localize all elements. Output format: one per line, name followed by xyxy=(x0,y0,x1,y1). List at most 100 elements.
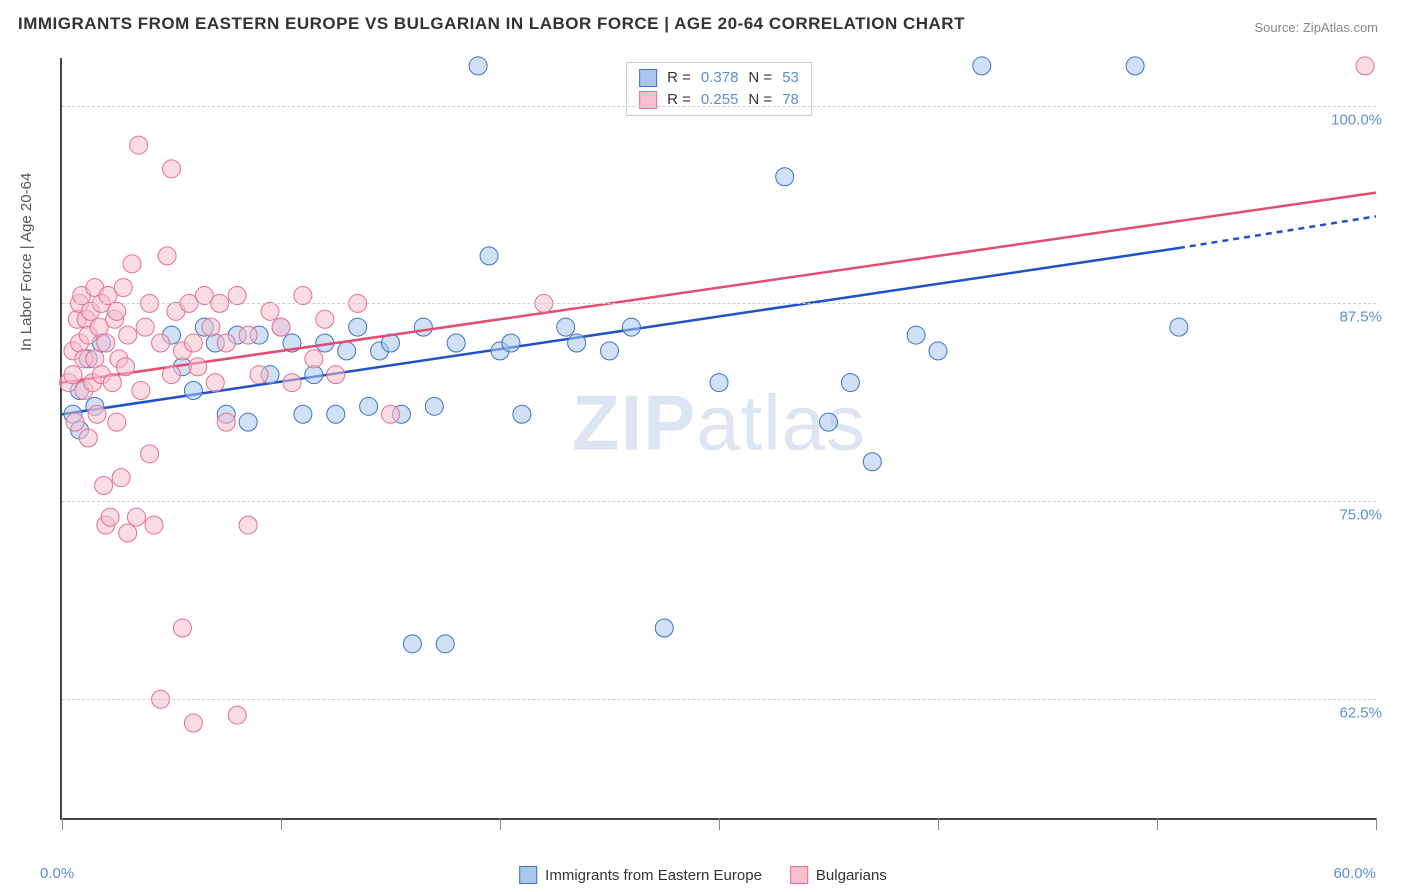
data-point xyxy=(294,405,312,423)
data-point xyxy=(103,374,121,392)
stat-n-label: N = xyxy=(748,67,772,89)
data-point xyxy=(202,318,220,336)
legend-label: Immigrants from Eastern Europe xyxy=(545,867,762,884)
y-axis-title: In Labor Force | Age 20-64 xyxy=(18,173,35,351)
stat-r-label: R = xyxy=(667,89,691,111)
data-point xyxy=(820,413,838,431)
data-point xyxy=(228,287,246,305)
data-point xyxy=(114,279,132,297)
gridline-h xyxy=(62,699,1376,700)
x-tick xyxy=(1157,818,1158,830)
data-point xyxy=(184,382,202,400)
data-point xyxy=(349,318,367,336)
data-point xyxy=(239,413,257,431)
gridline-h xyxy=(62,501,1376,502)
legend-item: Immigrants from Eastern Europe xyxy=(519,866,762,884)
data-point xyxy=(88,405,106,423)
legend-item: Bulgarians xyxy=(790,866,887,884)
legend-stat-row: R =0.378N =53 xyxy=(639,67,799,89)
data-point xyxy=(973,57,991,75)
legend-stat-row: R =0.255N =78 xyxy=(639,89,799,111)
data-point xyxy=(294,287,312,305)
data-point xyxy=(123,255,141,273)
gridline-h xyxy=(62,303,1376,304)
data-point xyxy=(158,247,176,265)
data-point xyxy=(145,516,163,534)
legend-series: Immigrants from Eastern Europe Bulgarians xyxy=(519,866,887,884)
data-point xyxy=(97,334,115,352)
data-point xyxy=(316,310,334,328)
data-point xyxy=(141,445,159,463)
data-point xyxy=(382,405,400,423)
chart-title: IMMIGRANTS FROM EASTERN EUROPE VS BULGAR… xyxy=(18,14,965,34)
legend-swatch xyxy=(639,69,657,87)
data-point xyxy=(206,374,224,392)
data-point xyxy=(117,358,135,376)
data-point xyxy=(95,477,113,495)
y-tick-label: 87.5% xyxy=(1339,309,1382,326)
data-point xyxy=(108,302,126,320)
data-point xyxy=(655,619,673,637)
source-label: Source: ZipAtlas.com xyxy=(1254,20,1378,35)
regression-line xyxy=(62,193,1376,383)
data-point xyxy=(239,516,257,534)
data-point xyxy=(863,453,881,471)
x-tick xyxy=(500,818,501,830)
data-point xyxy=(480,247,498,265)
stat-n-label: N = xyxy=(748,89,772,111)
stat-r-value: 0.378 xyxy=(701,67,739,89)
data-point xyxy=(127,508,145,526)
data-point xyxy=(152,334,170,352)
legend-swatch xyxy=(519,866,537,884)
data-point xyxy=(414,318,432,336)
data-point xyxy=(184,714,202,732)
data-point xyxy=(112,469,130,487)
legend-swatch xyxy=(790,866,808,884)
data-point xyxy=(776,168,794,186)
data-point xyxy=(163,160,181,178)
data-point xyxy=(239,326,257,344)
data-point xyxy=(403,635,421,653)
stat-r-label: R = xyxy=(667,67,691,89)
data-point xyxy=(447,334,465,352)
data-point xyxy=(327,366,345,384)
data-point xyxy=(272,318,290,336)
x-tick xyxy=(62,818,63,830)
y-tick-label: 100.0% xyxy=(1331,111,1382,128)
data-point xyxy=(64,366,82,384)
data-point xyxy=(217,334,235,352)
data-point xyxy=(513,405,531,423)
legend-stats: R =0.378N =53R =0.255N =78 xyxy=(626,62,812,116)
gridline-h xyxy=(62,106,1376,107)
data-point xyxy=(841,374,859,392)
data-point xyxy=(338,342,356,360)
data-point xyxy=(79,429,97,447)
data-point xyxy=(101,508,119,526)
data-point xyxy=(622,318,640,336)
stat-n-value: 78 xyxy=(782,89,799,111)
data-point xyxy=(136,318,154,336)
data-point xyxy=(130,136,148,154)
data-point xyxy=(184,334,202,352)
data-point xyxy=(1170,318,1188,336)
data-point xyxy=(568,334,586,352)
data-point xyxy=(86,350,104,368)
x-tick xyxy=(281,818,282,830)
data-point xyxy=(283,374,301,392)
data-point xyxy=(228,706,246,724)
data-point xyxy=(360,397,378,415)
data-point xyxy=(710,374,728,392)
data-point xyxy=(907,326,925,344)
data-point xyxy=(261,302,279,320)
data-point xyxy=(436,635,454,653)
y-tick-label: 75.0% xyxy=(1339,507,1382,524)
x-axis-max-label: 60.0% xyxy=(1333,865,1376,882)
data-point xyxy=(929,342,947,360)
data-point xyxy=(425,397,443,415)
x-axis-min-label: 0.0% xyxy=(40,865,74,882)
data-point xyxy=(327,405,345,423)
data-point xyxy=(502,334,520,352)
data-point xyxy=(250,366,268,384)
data-point xyxy=(1126,57,1144,75)
legend-label: Bulgarians xyxy=(816,867,887,884)
